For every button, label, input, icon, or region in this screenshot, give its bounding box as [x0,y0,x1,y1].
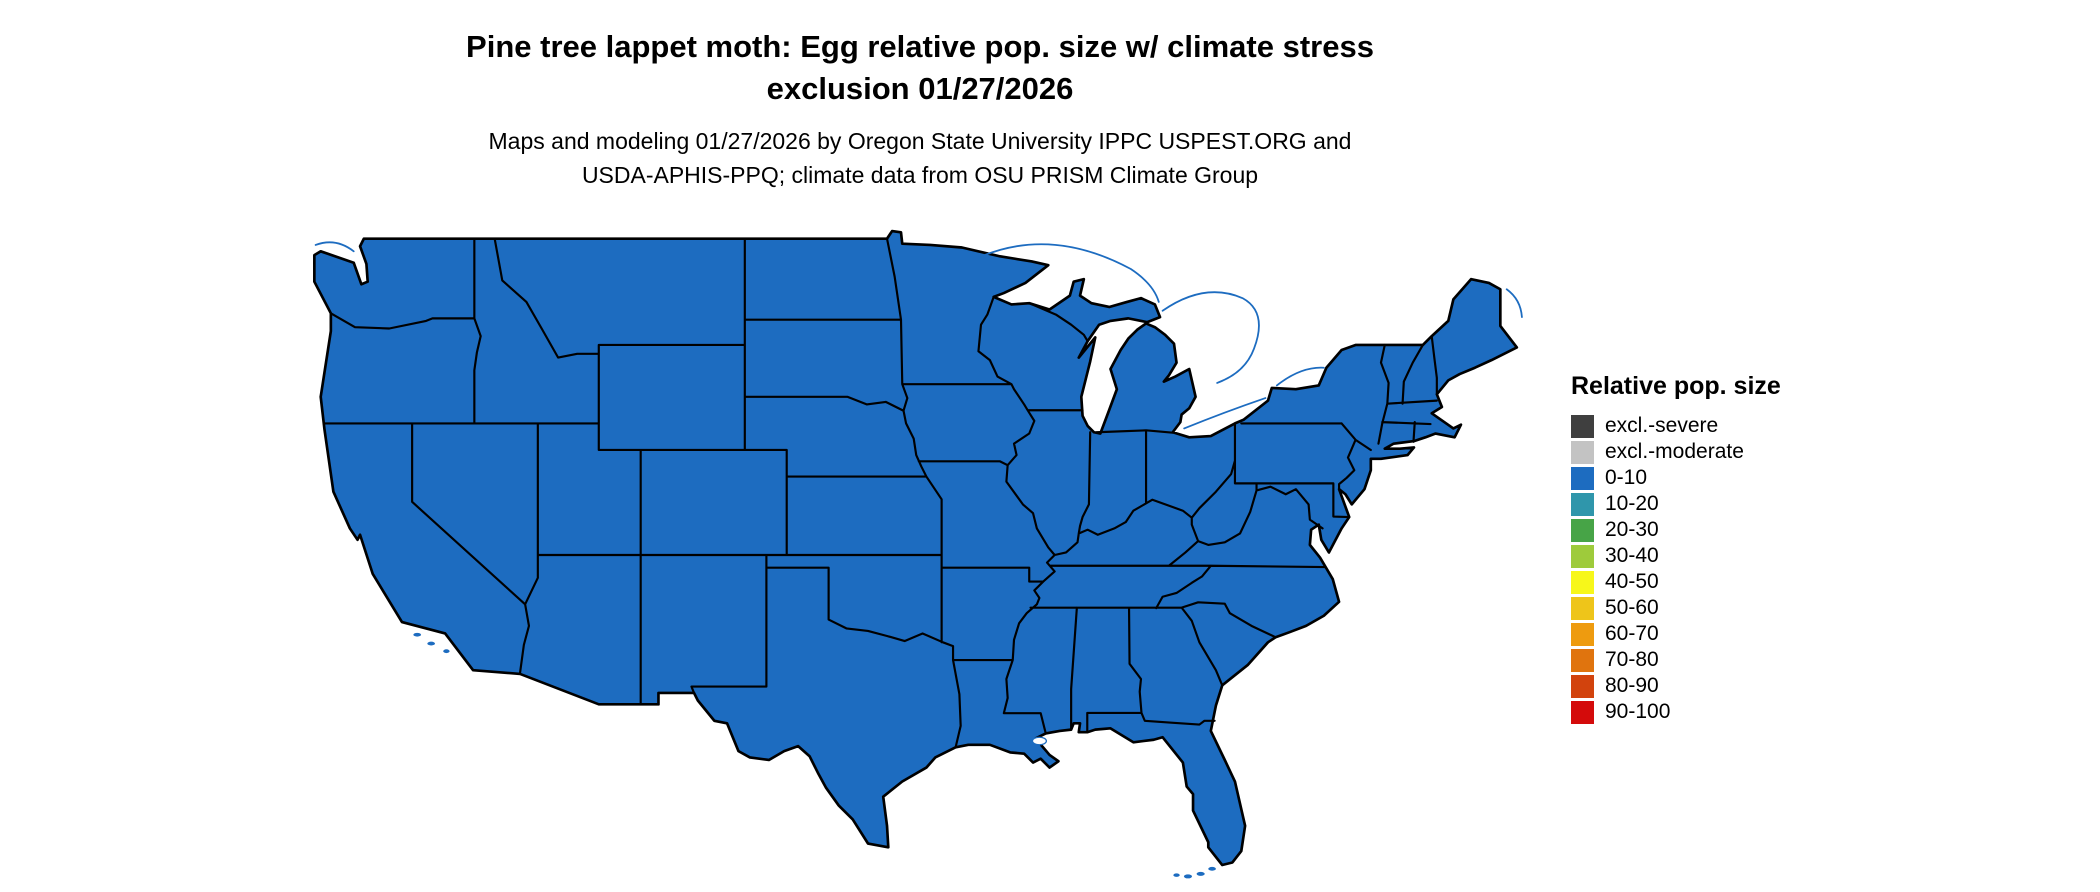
legend-label-80-90: 80-90 [1605,674,1659,697]
us-choropleth-map [313,229,1523,879]
legend-label-50-60: 50-60 [1605,596,1659,619]
legend-item-excl.-moderate: excl.-moderate [1571,439,1781,465]
legend-item-40-50: 40-50 [1571,569,1781,595]
florida-keys [1173,866,1216,879]
legend-title: Relative pop. size [1571,372,1781,400]
legend-swatch-50-60 [1571,596,1594,620]
legend-swatch-30-40 [1571,544,1594,568]
legend-item-10-20: 10-20 [1571,491,1781,517]
legend-label-90-100: 90-100 [1605,700,1671,723]
legend-item-0-10: 0-10 [1571,465,1781,491]
legend-item-90-100: 90-100 [1571,699,1781,725]
conus-landmass [313,229,1519,867]
legend-swatch-10-20 [1571,492,1594,516]
legend-swatch-90-100 [1571,700,1594,724]
legend-item-excl.-severe: excl.-severe [1571,413,1781,439]
legend-swatch-0-10 [1571,466,1594,490]
legend-label-70-80: 70-80 [1605,648,1659,671]
legend-swatch-20-30 [1571,518,1594,542]
legend-label-0-10: 0-10 [1605,466,1648,489]
legend-label-30-40: 30-40 [1605,544,1659,567]
legend-swatch-excl.-moderate [1571,440,1594,464]
legend-item-70-80: 70-80 [1571,647,1781,673]
legend-swatch-60-70 [1571,622,1594,646]
legend-item-60-70: 60-70 [1571,621,1781,647]
legend-item-80-90: 80-90 [1571,673,1781,699]
figure-title-line2: exclusion 01/27/2026 [766,71,1074,106]
legend-item-20-30: 20-30 [1571,517,1781,543]
legend-item-50-60: 50-60 [1571,595,1781,621]
figure-subtitle-line2: USDA-APHIS-PPQ; climate data from OSU PR… [581,162,1259,188]
legend-swatch-80-90 [1571,674,1594,698]
legend-label-40-50: 40-50 [1605,570,1659,593]
water-outline-canada-lakes [314,241,1523,430]
figure-header: Pine tree lappet moth: Egg relative pop.… [0,26,1840,192]
legend-label-10-20: 10-20 [1605,492,1659,515]
legend-label-excl.-moderate: excl.-moderate [1605,440,1744,463]
lake-pontchartrain [1031,736,1048,746]
figure-subtitle: Maps and modeling 01/27/2026 by Oregon S… [0,124,1840,192]
state-borders [323,237,1438,749]
legend-swatch-40-50 [1571,570,1594,594]
legend-items: excl.-severe excl.-moderate 0-10 10-20 20-30… [1571,413,1781,725]
channel-islands [413,632,450,654]
figure-subtitle-line1: Maps and modeling 01/27/2026 by Oregon S… [488,128,1352,154]
map-legend: Relative pop. size excl.-severe excl.-mod… [1571,372,1781,725]
legend-label-excl.-severe: excl.-severe [1605,414,1719,437]
legend-swatch-excl.-severe [1571,414,1594,438]
legend-label-20-30: 20-30 [1605,518,1659,541]
legend-item-30-40: 30-40 [1571,543,1781,569]
figure-title-line1: Pine tree lappet moth: Egg relative pop.… [466,29,1374,64]
legend-swatch-70-80 [1571,648,1594,672]
legend-label-60-70: 60-70 [1605,622,1659,645]
